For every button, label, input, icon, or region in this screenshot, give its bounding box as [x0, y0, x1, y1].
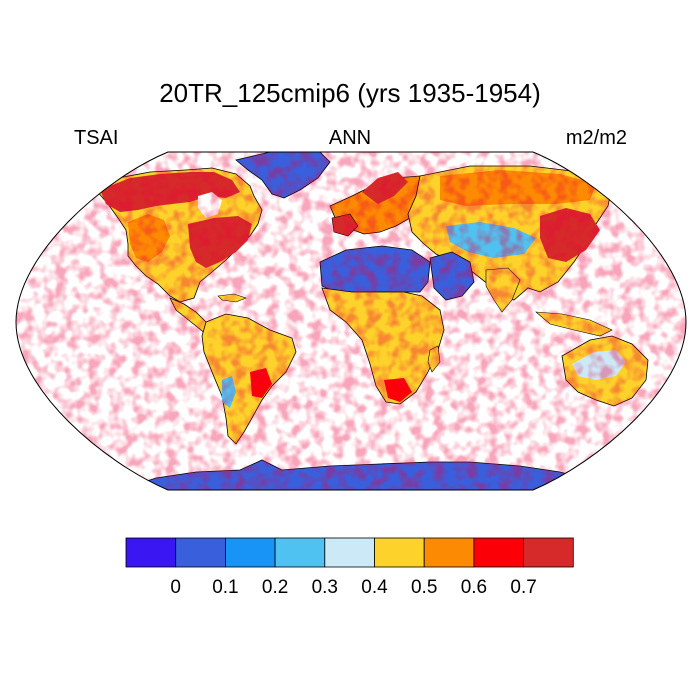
colorbar-swatch	[324, 537, 375, 568]
colorbar-tick-label: 0.4	[361, 577, 388, 598]
units-label: m2/m2	[565, 127, 627, 149]
colorbar-swatch	[175, 537, 226, 568]
colorbar-swatch	[374, 537, 425, 568]
colorbar-tick-label: 0.6	[461, 577, 487, 598]
colorbar-tick-label: 0.5	[411, 577, 437, 598]
colorbar-swatch	[423, 537, 475, 568]
colorbar-swatch	[125, 537, 177, 568]
globe-outline	[15, 151, 687, 491]
variable-label: TSAI	[74, 127, 119, 149]
colorbar-tick-label: 0.2	[262, 577, 288, 598]
colorbar-swatch	[473, 537, 524, 568]
colorbar-tick-label: 0.3	[312, 577, 338, 598]
colorbar-swatch	[274, 537, 326, 568]
colorbar-tick-label: 0.7	[510, 577, 536, 598]
season-label: ANN	[328, 127, 372, 149]
colorbar-swatch	[224, 537, 276, 568]
colorbar-tick-label: 0	[170, 577, 181, 598]
map-title: 20TR_125cmip6 (yrs 1935-1954)	[159, 78, 541, 108]
colorbar-swatch	[523, 537, 574, 568]
colorbar-tick-label: 0.1	[212, 577, 238, 598]
